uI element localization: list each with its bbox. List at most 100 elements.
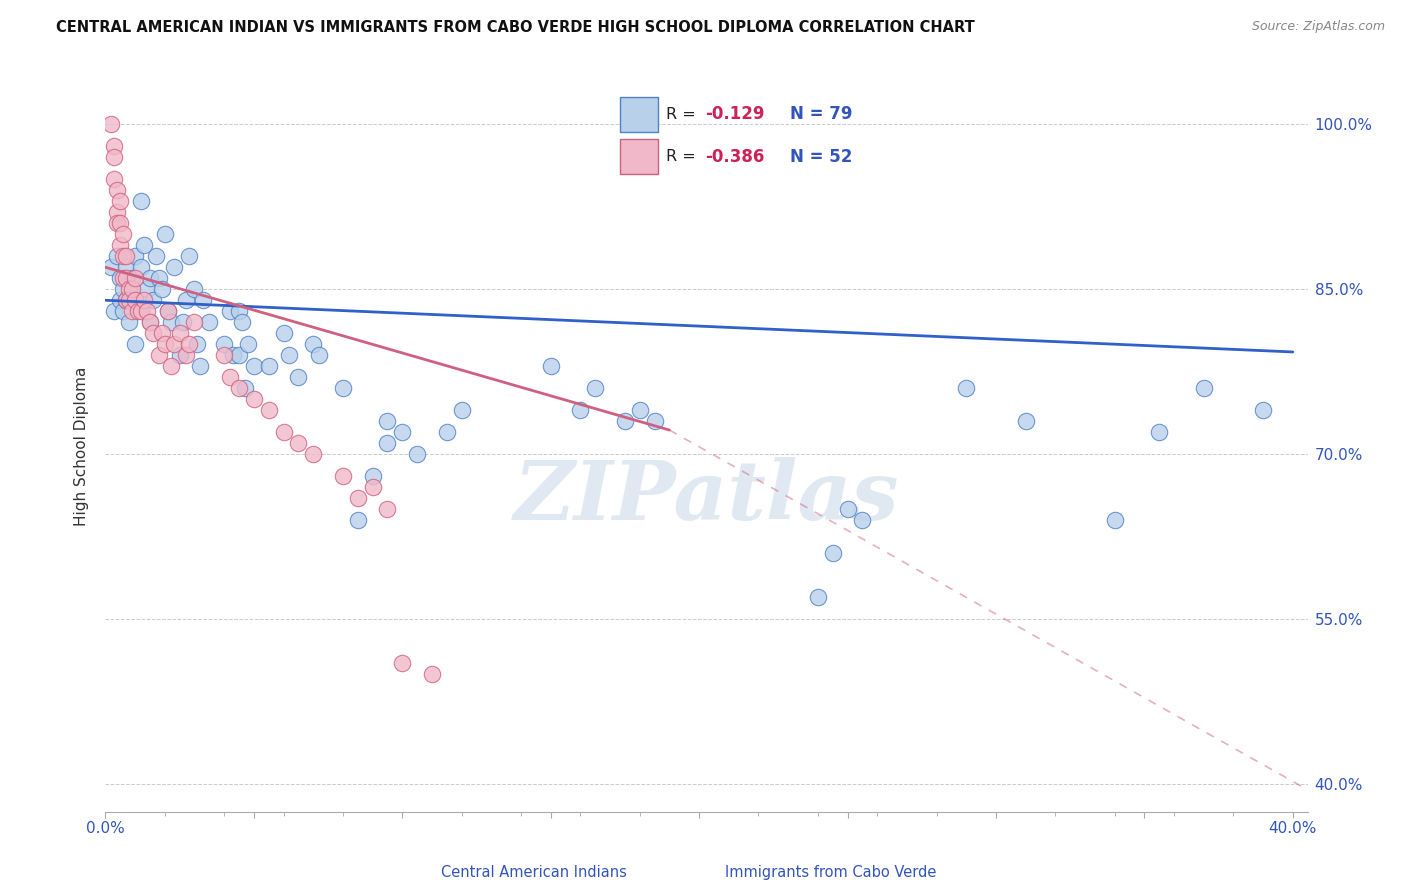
Point (105, 216, 128, 230)
Point (115, 293, 138, 308)
Point (150, 282, 173, 296)
Point (129, 194, 152, 209)
Point (955, 381, 977, 395)
Point (139, 271, 162, 285)
Point (115, 249, 138, 263)
Point (124, 293, 146, 308)
Point (112, 227, 135, 242)
Point (110, 293, 132, 308)
Point (177, 249, 200, 263)
Point (361, 480, 384, 494)
Text: CENTRAL AMERICAN INDIAN VS IMMIGRANTS FROM CABO VERDE HIGH SCHOOL DIPLOMA CORREL: CENTRAL AMERICAN INDIAN VS IMMIGRANTS FR… (56, 20, 974, 35)
Point (1014, 414, 1036, 428)
Point (450, 403, 472, 417)
Text: -0.386: -0.386 (704, 148, 765, 166)
Point (361, 469, 384, 483)
Point (103, 304, 125, 318)
Point (110, 271, 132, 285)
Point (121, 282, 143, 296)
Point (193, 293, 215, 308)
Point (112, 249, 135, 263)
Point (124, 293, 146, 308)
Point (112, 271, 135, 285)
Text: R =: R = (666, 107, 702, 122)
Point (406, 447, 429, 461)
Point (129, 260, 152, 275)
Point (115, 260, 138, 275)
Point (159, 359, 181, 374)
Point (257, 359, 280, 374)
Point (118, 282, 141, 296)
Point (243, 392, 266, 407)
Point (115, 293, 138, 308)
Point (851, 513, 873, 527)
Point (177, 337, 200, 351)
Point (302, 337, 325, 351)
Point (103, 139, 125, 153)
Point (436, 425, 458, 440)
Point (628, 403, 651, 417)
Point (121, 304, 143, 318)
Point (153, 337, 176, 351)
Point (222, 348, 245, 362)
Text: Central American Indians: Central American Indians (441, 865, 627, 880)
Point (159, 315, 181, 329)
Point (105, 183, 128, 197)
Point (121, 271, 143, 285)
Text: N = 52: N = 52 (790, 148, 852, 166)
Point (391, 657, 413, 671)
Point (236, 337, 259, 351)
Text: Immigrants from Cabo Verde: Immigrants from Cabo Verde (725, 865, 936, 880)
Point (112, 304, 135, 318)
Point (142, 326, 165, 341)
Point (105, 249, 128, 263)
Text: -0.129: -0.129 (704, 105, 765, 123)
Point (273, 425, 295, 440)
Point (103, 150, 125, 164)
Point (142, 293, 165, 308)
Point (139, 315, 162, 329)
Point (148, 271, 170, 285)
FancyBboxPatch shape (620, 139, 658, 175)
Point (110, 194, 132, 209)
Point (105, 205, 128, 219)
Point (807, 591, 830, 605)
Point (583, 381, 606, 395)
Point (273, 326, 295, 341)
Point (391, 425, 413, 440)
Point (169, 348, 191, 362)
Point (132, 238, 155, 252)
Point (183, 282, 205, 296)
Point (110, 238, 132, 252)
Text: ZIPatlas: ZIPatlas (513, 458, 900, 537)
Point (183, 315, 205, 329)
Point (332, 469, 354, 483)
Point (139, 315, 162, 329)
Text: R =: R = (666, 149, 702, 164)
Point (1104, 513, 1126, 527)
Point (124, 249, 146, 263)
Text: N = 79: N = 79 (790, 105, 852, 123)
Point (127, 304, 149, 318)
Point (124, 337, 146, 351)
Point (103, 172, 125, 186)
Point (308, 348, 330, 362)
Point (219, 370, 242, 384)
Point (190, 359, 212, 374)
Point (118, 293, 141, 308)
Point (287, 370, 309, 384)
Point (174, 293, 197, 308)
Point (257, 403, 280, 417)
Point (219, 304, 242, 318)
Point (112, 282, 135, 296)
Point (287, 436, 309, 450)
Point (377, 414, 399, 428)
Point (644, 414, 666, 428)
Point (163, 337, 186, 351)
Point (837, 502, 859, 516)
Point (1147, 425, 1170, 440)
Point (136, 282, 159, 296)
Point (377, 436, 399, 450)
Point (377, 502, 399, 516)
Point (233, 381, 256, 395)
